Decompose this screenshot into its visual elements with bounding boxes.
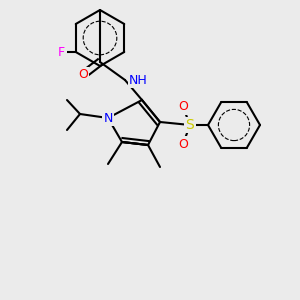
Text: O: O	[78, 68, 88, 82]
Text: NH: NH	[129, 74, 148, 86]
Text: S: S	[186, 118, 194, 132]
Text: N: N	[103, 112, 113, 124]
Text: F: F	[58, 46, 65, 59]
Text: O: O	[178, 100, 188, 113]
Text: O: O	[178, 137, 188, 151]
